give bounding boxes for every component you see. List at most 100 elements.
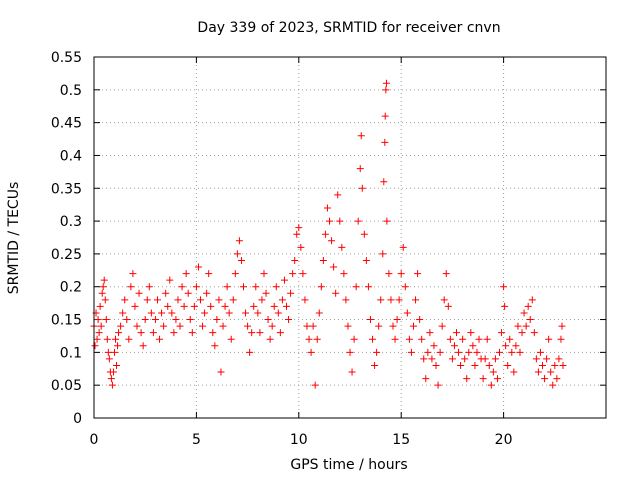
data-point bbox=[366, 316, 374, 324]
data-point bbox=[336, 217, 344, 225]
data-point bbox=[252, 283, 260, 291]
data-point bbox=[559, 361, 567, 369]
data-point bbox=[380, 178, 388, 186]
data-point bbox=[323, 204, 331, 212]
data-point bbox=[248, 329, 256, 337]
data-point bbox=[315, 309, 323, 317]
data-point bbox=[295, 224, 303, 232]
data-point bbox=[461, 355, 469, 363]
data-point bbox=[444, 302, 452, 310]
y-tick-label: 0 bbox=[73, 411, 82, 427]
data-point bbox=[305, 335, 313, 343]
data-point bbox=[332, 289, 340, 297]
data-point bbox=[364, 283, 372, 291]
data-point bbox=[530, 329, 538, 337]
data-point bbox=[409, 322, 417, 330]
data-points bbox=[90, 79, 567, 389]
data-point bbox=[422, 375, 430, 383]
data-point bbox=[264, 316, 272, 324]
data-point bbox=[123, 316, 131, 324]
data-point bbox=[457, 361, 465, 369]
data-point bbox=[360, 230, 368, 238]
data-point bbox=[192, 283, 200, 291]
data-point bbox=[536, 348, 544, 356]
data-point bbox=[94, 316, 102, 324]
data-point bbox=[278, 296, 286, 304]
data-point bbox=[412, 296, 420, 304]
data-point bbox=[489, 368, 497, 376]
data-point bbox=[491, 355, 499, 363]
data-point bbox=[125, 335, 133, 343]
data-point bbox=[250, 302, 258, 310]
data-point bbox=[121, 296, 129, 304]
data-point bbox=[385, 270, 393, 278]
data-point bbox=[430, 342, 438, 350]
data-point bbox=[452, 329, 460, 337]
data-point bbox=[207, 302, 215, 310]
data-point bbox=[397, 270, 405, 278]
data-point bbox=[221, 302, 229, 310]
data-point bbox=[172, 316, 180, 324]
data-point bbox=[223, 283, 231, 291]
y-tick-label: 0.5 bbox=[60, 83, 82, 99]
data-point bbox=[313, 335, 321, 343]
data-point bbox=[382, 86, 390, 94]
data-point bbox=[424, 348, 432, 356]
data-point bbox=[107, 375, 115, 383]
y-tick-label: 0.25 bbox=[51, 247, 82, 263]
data-point bbox=[479, 375, 487, 383]
data-point bbox=[164, 302, 172, 310]
data-point bbox=[551, 361, 559, 369]
data-point bbox=[440, 296, 448, 304]
data-point bbox=[432, 361, 440, 369]
data-point bbox=[471, 361, 479, 369]
data-point bbox=[493, 375, 501, 383]
x-tick-label: 15 bbox=[392, 432, 410, 448]
data-point bbox=[381, 138, 389, 146]
data-point bbox=[291, 256, 299, 264]
axis-ticks: 0 0.05 0.1 0.15 0.2 0.25 0.3 0.35 0.4 0.45 0.5 0.55… bbox=[51, 50, 606, 448]
data-point bbox=[448, 355, 456, 363]
data-point bbox=[139, 342, 147, 350]
data-point bbox=[377, 296, 385, 304]
data-point bbox=[190, 302, 198, 310]
data-point bbox=[326, 217, 334, 225]
data-point bbox=[518, 329, 526, 337]
data-point bbox=[95, 329, 103, 337]
data-point bbox=[285, 316, 293, 324]
data-point bbox=[387, 296, 395, 304]
data-point bbox=[450, 342, 458, 350]
data-point bbox=[114, 342, 122, 350]
data-point bbox=[147, 309, 155, 317]
data-point bbox=[129, 270, 137, 278]
data-point bbox=[301, 296, 309, 304]
chart-title: Day 339 of 2023, SRMTID for receiver cnv… bbox=[197, 20, 500, 36]
data-point bbox=[289, 270, 297, 278]
y-tick-label: 0.35 bbox=[51, 181, 82, 197]
data-point bbox=[309, 322, 317, 330]
data-point bbox=[117, 322, 125, 330]
data-point bbox=[276, 329, 284, 337]
data-point bbox=[283, 302, 291, 310]
data-point bbox=[547, 368, 555, 376]
data-point bbox=[104, 348, 112, 356]
y-axis-label: SRMTID / TECUs bbox=[6, 182, 22, 295]
data-point bbox=[110, 348, 118, 356]
data-point bbox=[151, 316, 159, 324]
data-point bbox=[229, 296, 237, 304]
data-point bbox=[344, 322, 352, 330]
data-point bbox=[133, 322, 141, 330]
data-point bbox=[338, 243, 346, 251]
grid-lines bbox=[94, 57, 606, 418]
data-point bbox=[465, 348, 473, 356]
data-point bbox=[219, 322, 227, 330]
data-point bbox=[311, 381, 319, 389]
x-tick-label: 20 bbox=[495, 432, 513, 448]
data-point bbox=[97, 322, 105, 330]
y-tick-label: 0.45 bbox=[51, 116, 82, 132]
y-tick-label: 0.2 bbox=[60, 280, 82, 296]
data-point bbox=[350, 335, 358, 343]
data-point bbox=[293, 230, 301, 238]
data-point bbox=[426, 329, 434, 337]
data-point bbox=[297, 243, 305, 251]
